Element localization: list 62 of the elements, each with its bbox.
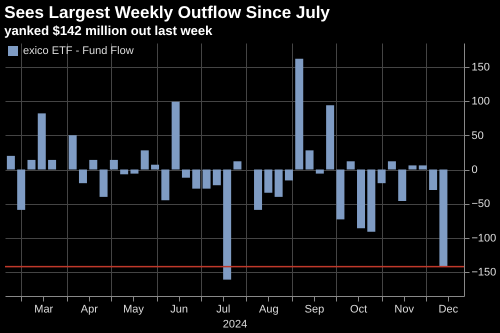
x-tick-label: Sep xyxy=(304,304,324,316)
x-tick-label: Mar xyxy=(34,304,54,316)
bar xyxy=(27,160,36,170)
bar xyxy=(388,161,396,170)
bar xyxy=(120,170,128,174)
bar xyxy=(378,170,386,184)
y-tick-label: −100 xyxy=(472,232,496,244)
bar xyxy=(367,170,376,232)
bar xyxy=(429,170,438,190)
y-tick-label: 100 xyxy=(472,96,490,108)
bar xyxy=(254,170,262,210)
x-tick-label: Jun xyxy=(170,304,188,316)
bar xyxy=(140,150,149,170)
x-tick-label: Apr xyxy=(80,304,98,316)
bar xyxy=(100,170,108,197)
bar xyxy=(346,161,355,170)
bar xyxy=(264,170,272,193)
bar xyxy=(192,170,200,189)
chart-title: Sees Largest Weekly Outflow Since July xyxy=(4,3,330,22)
y-tick-label: −50 xyxy=(472,198,490,210)
x-tick-label: May xyxy=(123,304,144,316)
x-tick-label: Dec xyxy=(438,304,459,316)
bar xyxy=(295,58,304,170)
bar xyxy=(78,170,87,184)
bar xyxy=(408,165,417,170)
y-tick-label: 0 xyxy=(472,164,478,176)
bar xyxy=(418,165,427,170)
bar xyxy=(110,160,118,170)
bar xyxy=(212,170,221,186)
bar xyxy=(202,170,211,189)
y-tick-label: −150 xyxy=(472,266,496,279)
bar xyxy=(439,170,448,267)
bar xyxy=(316,170,324,174)
chart-subtitle: yanked $142 million out last week xyxy=(4,23,214,38)
bar xyxy=(284,170,293,180)
bar xyxy=(130,170,138,174)
bar xyxy=(398,170,406,201)
legend-label: exico ETF - Fund Flow xyxy=(23,45,134,57)
bar xyxy=(48,160,56,170)
bar xyxy=(6,156,15,170)
bar xyxy=(336,170,344,220)
bar xyxy=(357,170,366,228)
bar xyxy=(17,170,26,210)
bar xyxy=(161,170,170,200)
bar xyxy=(89,160,98,170)
x-tick-label: Oct xyxy=(350,304,368,316)
bar xyxy=(172,102,180,170)
bar xyxy=(68,135,77,170)
x-tick-label: Jul xyxy=(216,304,230,316)
bar xyxy=(274,170,283,197)
bar xyxy=(182,170,190,178)
bar xyxy=(306,150,314,170)
y-tick-label: 50 xyxy=(472,130,484,142)
x-tick-label: Aug xyxy=(259,304,279,316)
x-tick-label: Nov xyxy=(394,304,414,316)
bar xyxy=(38,113,46,170)
y-tick-label: 150 xyxy=(472,61,490,74)
bar xyxy=(233,161,242,170)
bar xyxy=(223,170,232,280)
x-axis-title: 2024 xyxy=(222,318,248,330)
bar xyxy=(326,105,334,170)
bar xyxy=(151,164,160,170)
